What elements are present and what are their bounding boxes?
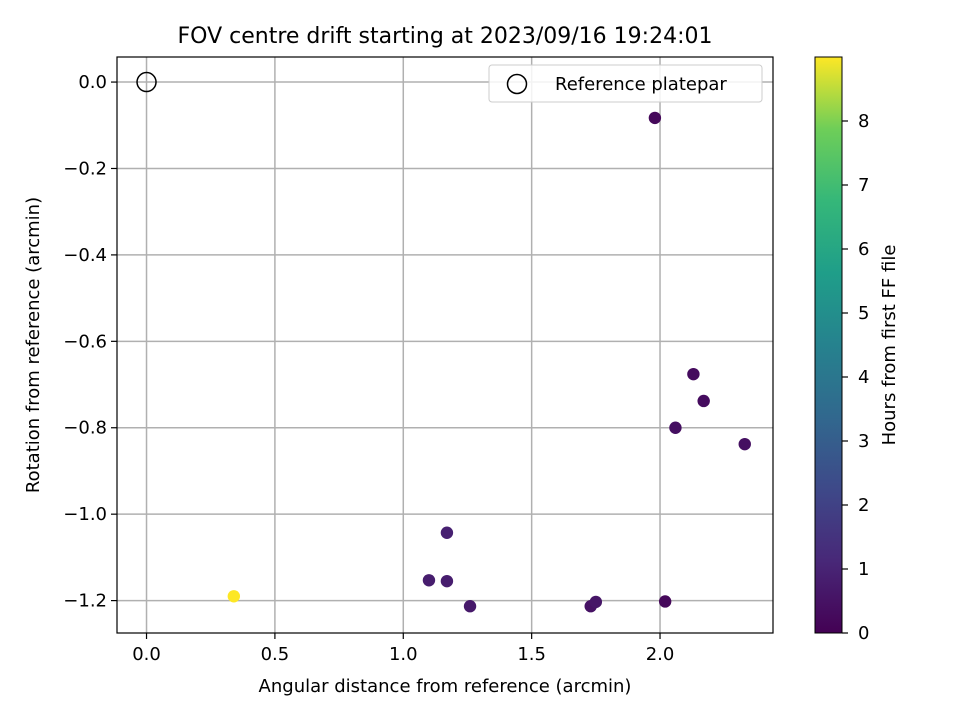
y-axis-label: Rotation from reference (arcmin)	[23, 197, 44, 493]
legend-marker	[506, 73, 528, 95]
data-point	[669, 421, 682, 434]
y-tick-label: −0.2	[63, 158, 107, 179]
colorbar-tick-label: 7	[858, 175, 869, 196]
data-point	[589, 595, 603, 609]
x-tick-label: 0.0	[132, 644, 161, 665]
data-point	[440, 526, 454, 539]
colorbar-tick-label: 2	[858, 495, 869, 516]
colorbar-tick-label: 8	[858, 111, 869, 132]
data-point	[648, 111, 662, 125]
colorbar-ticks: 0 1 2 3 4 5 6 7 8	[842, 111, 869, 644]
data-point	[687, 367, 700, 381]
colorbar-tick-label: 4	[858, 367, 869, 388]
reference-marker	[136, 71, 157, 93]
data-points	[136, 71, 751, 613]
y-tick-label: 0.0	[78, 72, 107, 93]
data-point	[463, 600, 477, 613]
data-point	[227, 590, 241, 603]
colorbar-tick-label: 0	[858, 623, 869, 644]
colorbar-label: Hours from first FF file	[879, 245, 900, 446]
data-point	[658, 595, 672, 608]
y-tick-label: −0.8	[63, 418, 107, 439]
x-tick-label: 2.0	[646, 644, 675, 665]
x-axis-label: Angular distance from reference (arcmin)	[259, 676, 632, 697]
data-point	[697, 394, 710, 408]
x-tick-label: 1.5	[517, 644, 546, 665]
y-tick-label: −1.0	[63, 504, 107, 525]
x-tick-label: 1.0	[389, 644, 418, 665]
y-tick-label: −0.4	[63, 245, 107, 266]
colorbar: 0 1 2 3 4 5 6 7 8 Hours from first FF file	[814, 56, 900, 644]
chart-title: FOV centre drift starting at 2023/09/16 …	[178, 24, 713, 49]
axes: 0.0 0.5 1.0 1.5 2.0 0.0 −0.2 −0.4 −0.6 −0.8 −1.0 −1…	[63, 56, 774, 665]
data-point	[738, 437, 751, 451]
plot-frame	[116, 56, 774, 634]
legend: Reference platepar	[488, 64, 763, 103]
colorbar-tick-label: 5	[858, 303, 869, 324]
y-tick-label: −1.2	[63, 591, 107, 612]
data-point	[440, 574, 454, 588]
colorbar-gradient	[814, 56, 843, 634]
colorbar-tick-label: 3	[858, 431, 869, 452]
colorbar-tick-label: 6	[858, 239, 869, 260]
x-tick-label: 0.5	[261, 644, 290, 665]
y-tick-label: −0.6	[63, 331, 107, 352]
data-point	[422, 574, 436, 587]
legend-box	[488, 64, 763, 103]
legend-entry-label: Reference platepar	[555, 74, 727, 95]
grid	[117, 57, 773, 633]
colorbar-tick-label: 1	[858, 559, 869, 580]
